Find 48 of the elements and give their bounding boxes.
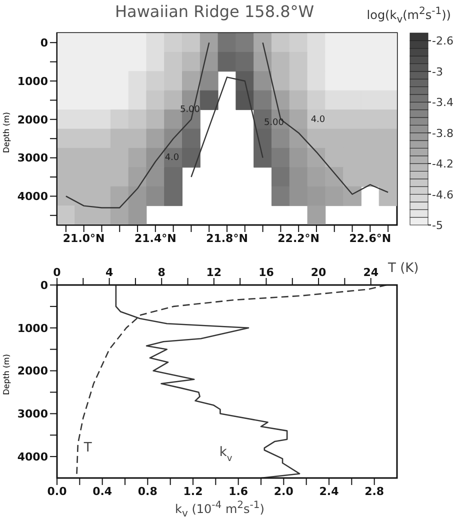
x-tick-label: 1.6 [228, 484, 248, 498]
y-tick-label: 4000 [17, 190, 48, 204]
y-tick-label: 1000 [17, 74, 48, 88]
y-tick-label: 0 [40, 36, 48, 50]
x-tick-label: 2.4 [319, 484, 340, 498]
x2-tick-label: 0 [53, 266, 62, 279]
x-tick-label: 21.4°N [134, 232, 176, 245]
y-tick-label: 2000 [17, 364, 48, 378]
x-tick-label: 2.8 [364, 484, 384, 498]
y-axis-title: Depth (m) [2, 354, 11, 395]
x-tick-label: 2.0 [274, 484, 294, 498]
x2-tick-label: 20 [310, 266, 327, 279]
color-bar-label: -3 [432, 65, 443, 78]
color-bar-label: -3.8 [432, 126, 454, 140]
y-tick-label: 2000 [17, 113, 48, 126]
x2-axis-title: T (K) [388, 261, 419, 276]
color-bar-label: -5 [432, 219, 443, 232]
color-bar-title: log(k$_{v}$(m$^{2}$s$^{-1}$)) [366, 6, 451, 26]
x2-tick-label: 16 [258, 266, 274, 279]
text: k$_{v}$ [219, 444, 233, 464]
x-tick-label: 0.4 [92, 484, 112, 498]
y-tick-label: 4000 [17, 450, 48, 464]
y-tick-label: 1000 [17, 322, 48, 335]
annotation: 4.0 [164, 153, 180, 163]
x2-tick-label: 12 [206, 266, 222, 279]
x2-tick-label: 24 [363, 266, 379, 279]
x2-tick-label: 4 [105, 266, 114, 279]
y-tick-label: 3000 [17, 408, 48, 421]
x-tick-label: 22.6°N [349, 232, 392, 245]
color-bar-label: -2.6 [432, 34, 454, 48]
color-bar-label: -4.6 [432, 188, 454, 202]
x-tick-label: 21.0°N [62, 232, 105, 245]
x-tick-label: 0.8 [138, 484, 158, 498]
x2-tick-label: 8 [158, 266, 166, 279]
x-tick-label: 1.2 [183, 484, 203, 498]
series-label: T [82, 440, 92, 456]
x-tick-label: 22.2°N [278, 232, 320, 245]
color-bar-label: -3.4 [432, 96, 454, 110]
x-tick-label: 21.8°N [206, 232, 248, 245]
x-tick-label: 0.0 [47, 484, 68, 498]
chart-title: Hawaiian Ridge 158.8°W [115, 2, 314, 21]
color-bar-label: -4.2 [432, 158, 454, 171]
annotation: 5.00 [264, 118, 284, 128]
y-tick-label: 3000 [17, 152, 48, 165]
annotation: 4.0 [310, 115, 326, 125]
text: k$_{v}$ (10$^{-4}$ m$^{2}$s$^{-1}$) [175, 500, 264, 520]
y-tick-label: 0 [40, 278, 48, 292]
y-axis-title: Depth (m) [2, 112, 11, 153]
